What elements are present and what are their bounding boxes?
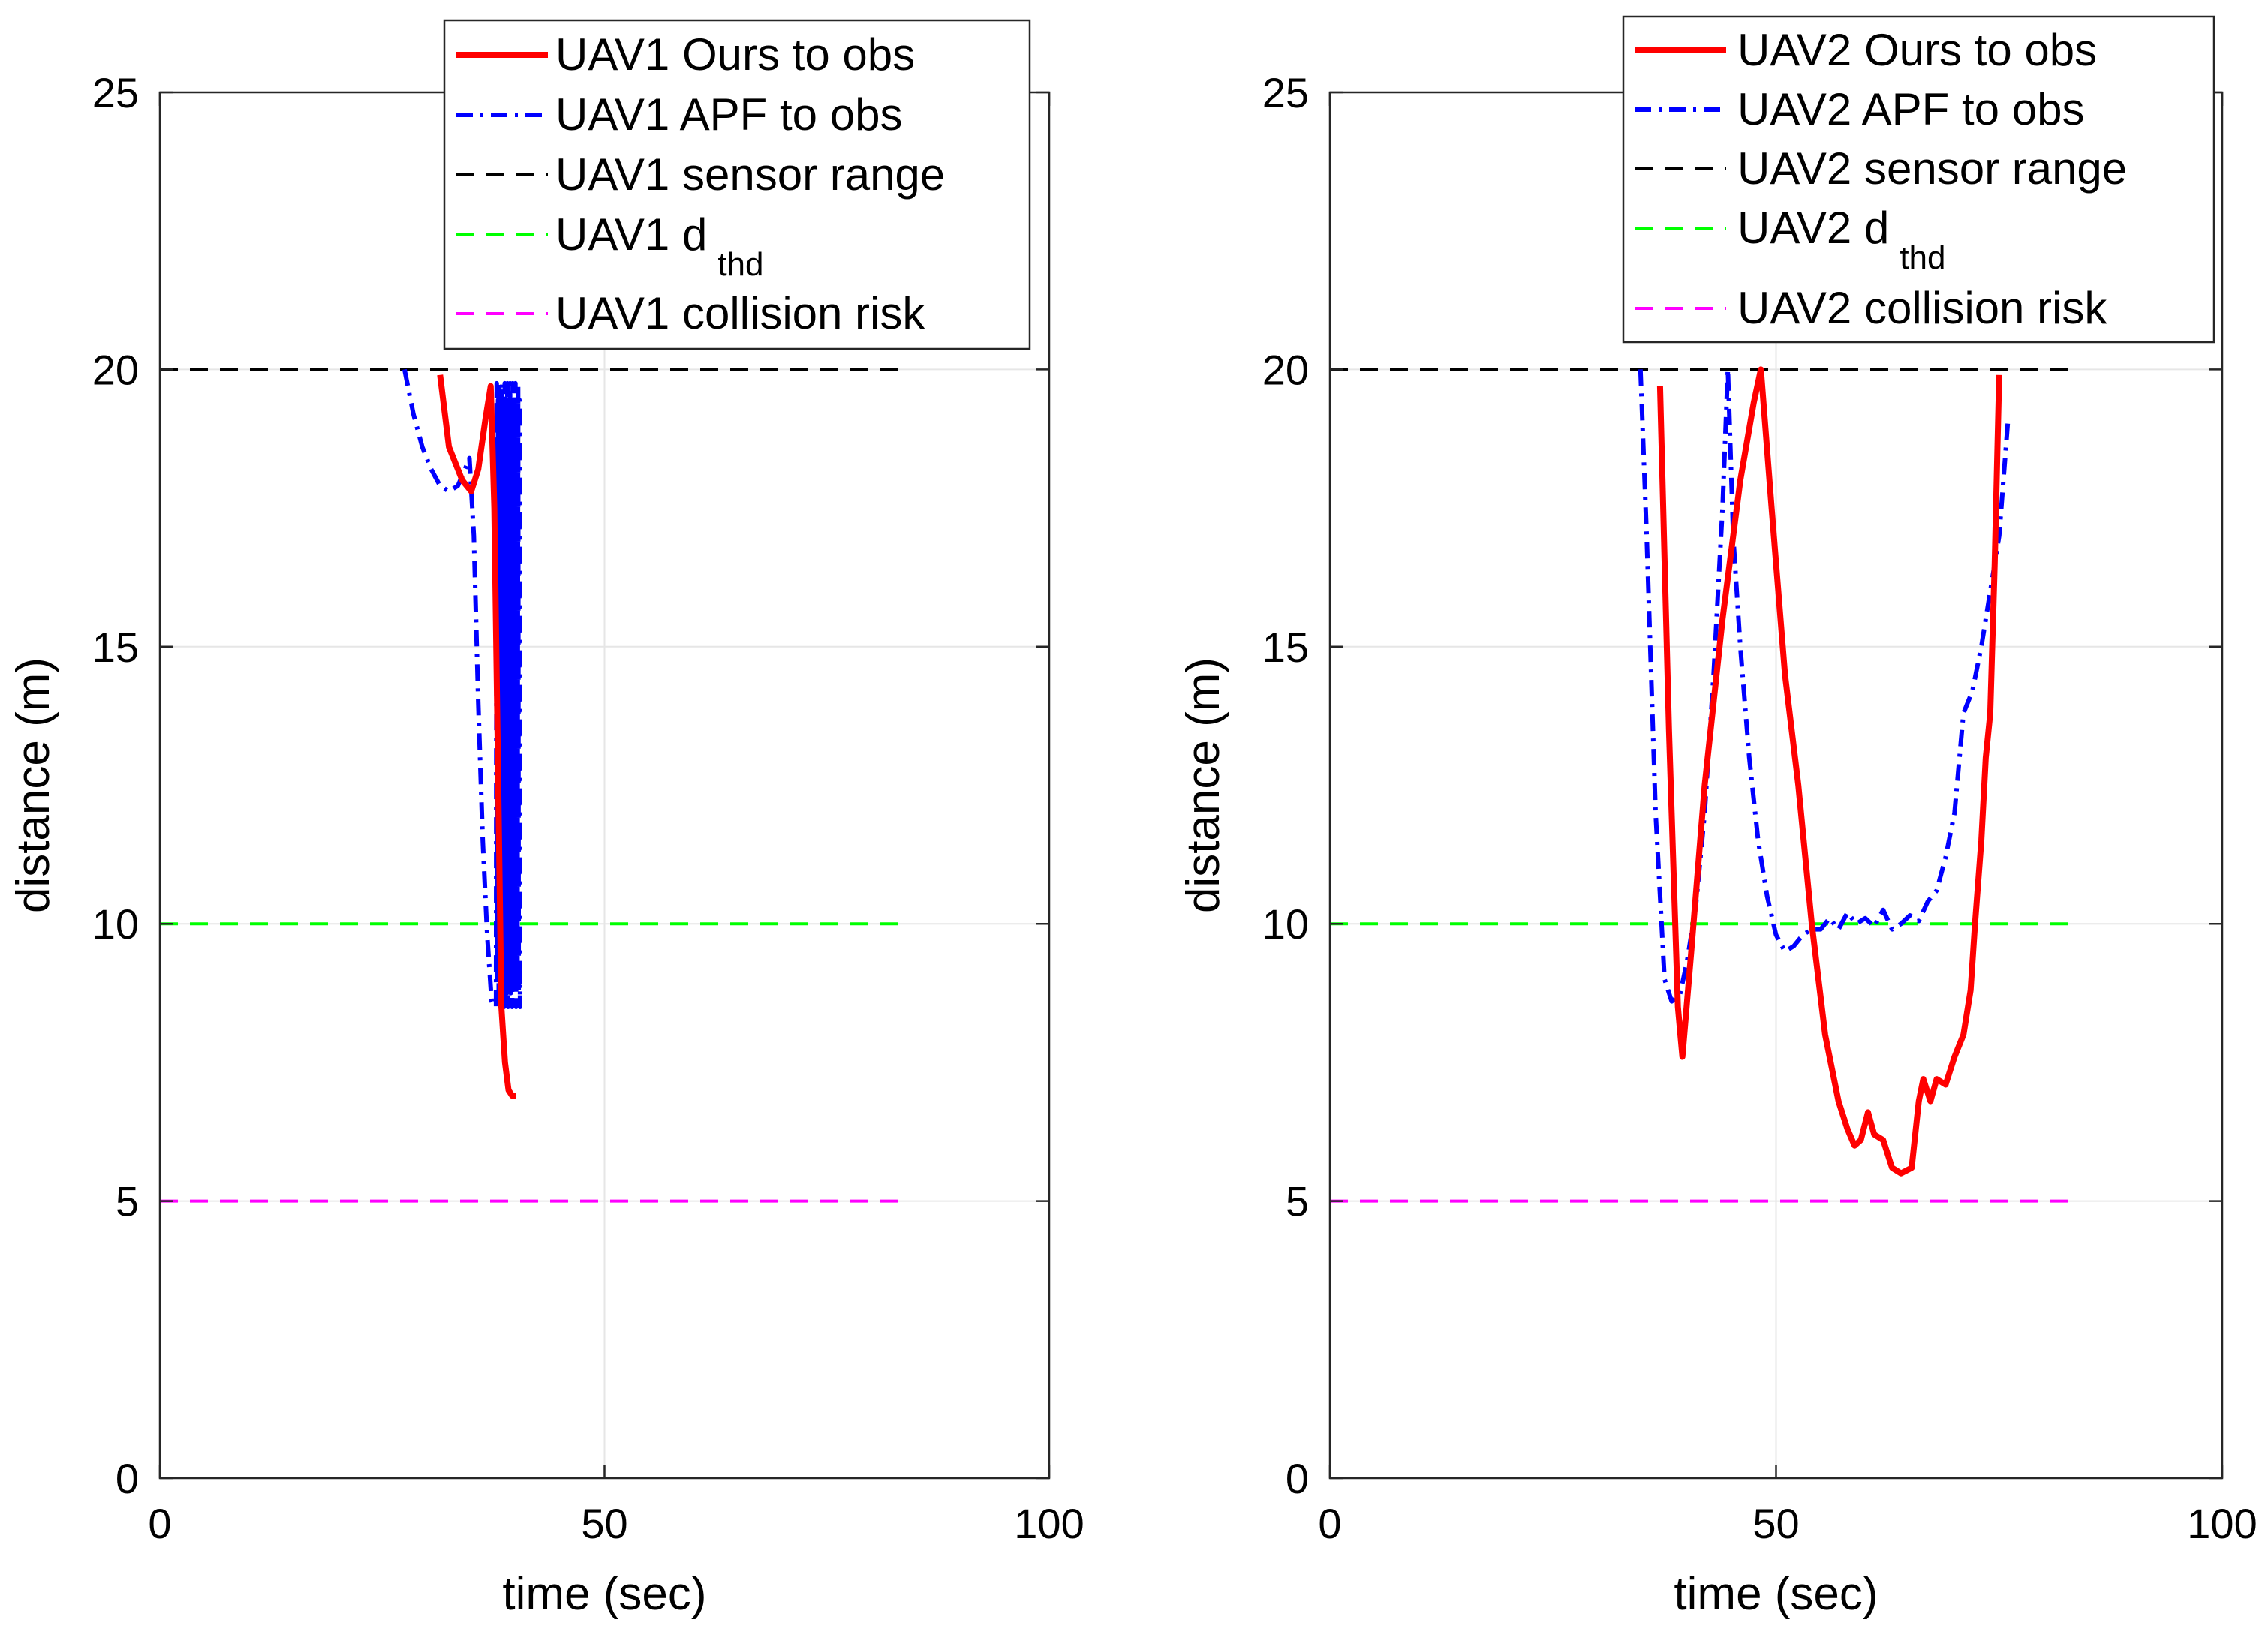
y-tick-label: 15 — [92, 624, 139, 671]
chart-panel-1: 0 50 100 0 5 10 15 20 25 time (sec) distance (m) UA… — [8, 19, 1084, 1620]
legend-box — [443, 19, 1031, 350]
x-tick-label: 100 — [1014, 1500, 1084, 1547]
x-tick-label: 50 — [1752, 1500, 1799, 1547]
y-tick-label: 20 — [92, 346, 139, 393]
y-tick-label: 20 — [1262, 346, 1309, 393]
x-tick-label: 100 — [2187, 1500, 2257, 1547]
chart-panel-2: 0 50 100 0 5 10 15 20 25 time (sec) distance (m) UA… — [1178, 15, 2257, 1620]
legend: UAV2 Ours to obs UAV2 APF to obs UAV2 sens… — [1622, 15, 2215, 344]
legend-entry-subscript: thd — [717, 246, 763, 283]
legend-entry-label: UAV1 Ours to obs — [555, 29, 915, 80]
legend-entry-label: UAV2 Ours to obs — [1737, 25, 2097, 75]
series-line-uav2-ours-to-obs — [1656, 366, 2002, 1177]
y-tick-label: 15 — [1262, 624, 1309, 671]
legend-entry-label: UAV1 APF to obs — [555, 89, 902, 140]
series-line-uav1-apf-to-obs — [402, 368, 522, 1009]
legend-entry-label: UAV2 sensor range — [1737, 143, 2127, 194]
y-tick-label: 5 — [1286, 1178, 1309, 1225]
y-tick-label: 0 — [116, 1455, 139, 1502]
x-tick-label: 0 — [148, 1500, 171, 1547]
x-tick-label: 0 — [1318, 1500, 1341, 1547]
series-line-uav1-ours-to-obs — [437, 374, 516, 1099]
legend-entry-subscript: thd — [1900, 239, 1945, 276]
data-layer — [160, 368, 907, 1203]
legend-entry-label: UAV1 sensor range — [555, 149, 945, 200]
y-axis-label: distance (m) — [1178, 657, 1229, 913]
y-tick-label: 10 — [1262, 900, 1309, 948]
x-axis-label: time (sec) — [502, 1568, 706, 1620]
y-tick-label: 0 — [1286, 1455, 1309, 1502]
y-axis-label: distance (m) — [8, 657, 59, 913]
y-tick-label: 25 — [1262, 69, 1309, 116]
legend-entry-label: UAV1 collision risk — [555, 288, 925, 338]
y-tick-label: 5 — [116, 1178, 139, 1225]
x-axis-label: time (sec) — [1674, 1568, 1878, 1620]
legend: UAV1 Ours to obs UAV1 APF to obs UAV1 sens… — [443, 19, 1031, 350]
legend-entry-label: UAV2 APF to obs — [1737, 84, 2084, 134]
legend-box — [1622, 15, 2215, 344]
legend-entry-label: UAV2 collision risk — [1737, 283, 2107, 333]
data-layer — [1330, 366, 2080, 1203]
y-tick-label: 10 — [92, 900, 139, 948]
x-tick-label: 50 — [581, 1500, 627, 1547]
y-tick-label: 25 — [92, 69, 139, 116]
